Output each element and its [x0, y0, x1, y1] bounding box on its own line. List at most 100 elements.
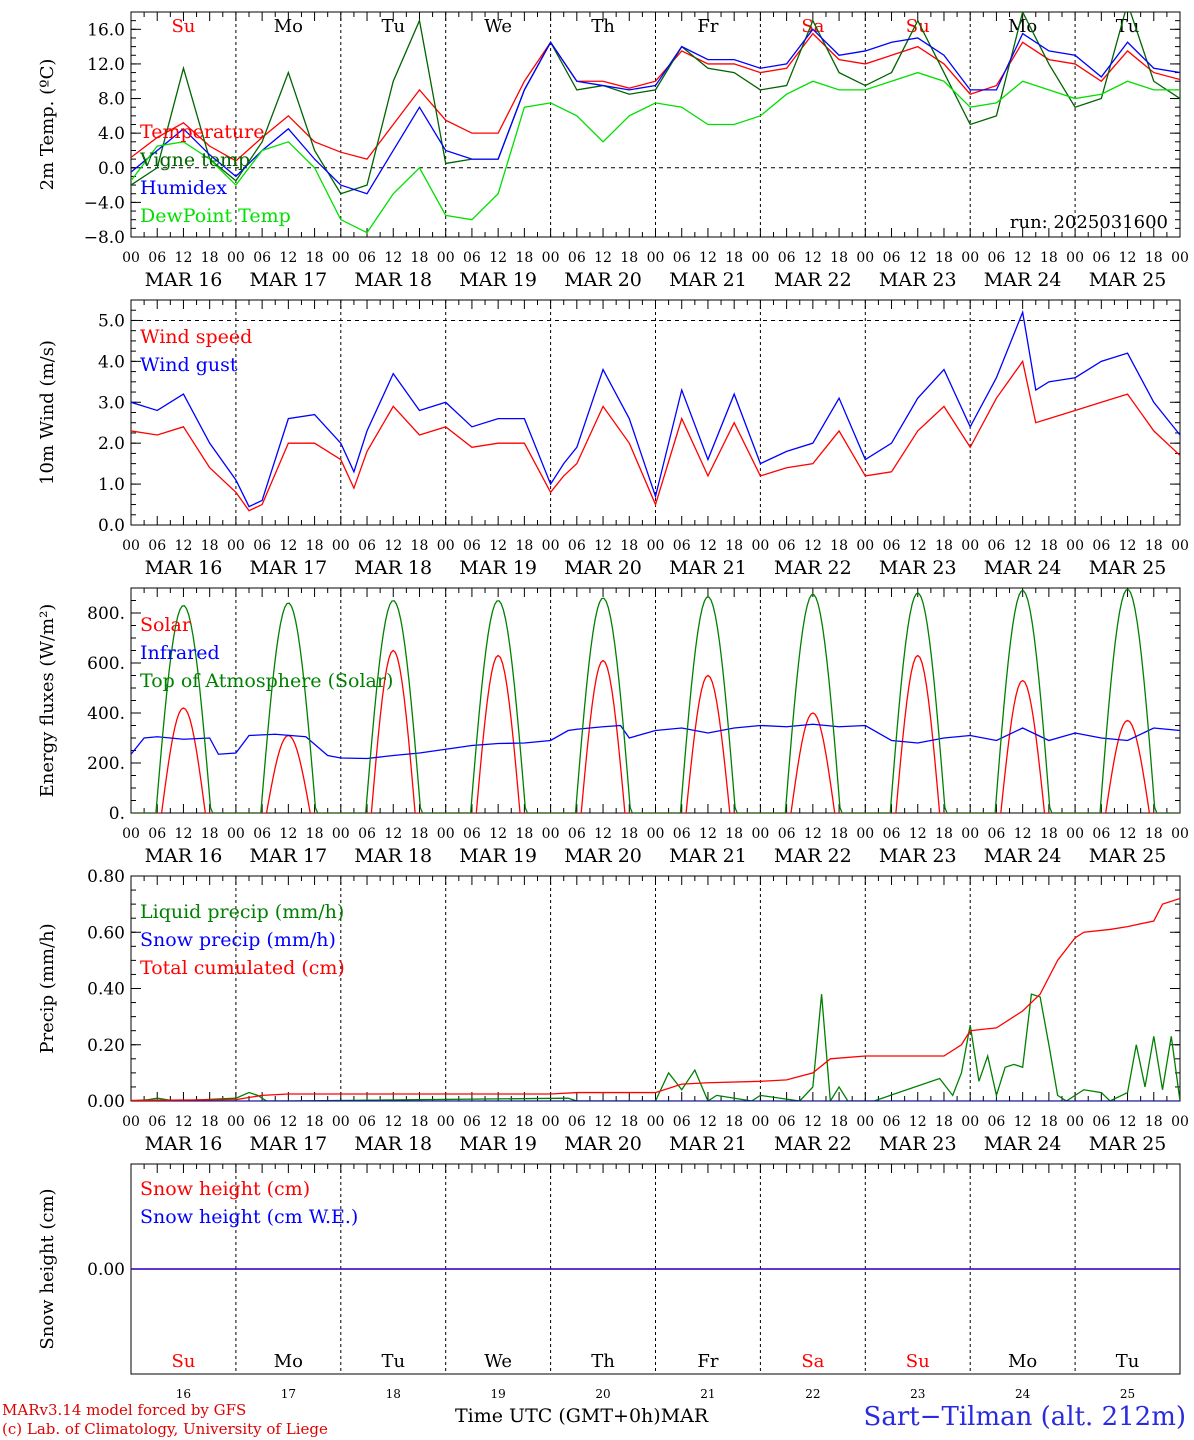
hour-label: 00 [1171, 250, 1189, 266]
hour-label: 00 [1171, 538, 1189, 554]
hour-label: 12 [909, 1114, 927, 1130]
y-axis-label: Snow height (cm) [37, 1188, 58, 1349]
meteogram: −8.0 −4.0 0.0 4.0 8.0 12.0 16.0 2m Temp. (ºC) 00… [37, 11, 1189, 1400]
date-label: MAR 20 [564, 269, 642, 291]
day-number: 19 [491, 1387, 506, 1400]
y-tick-label: 8.0 [98, 90, 125, 110]
hour-label: 00 [647, 538, 665, 554]
hour-label: 12 [909, 250, 927, 266]
hour-label: 06 [253, 538, 271, 554]
day-number: 21 [700, 1387, 715, 1400]
y-axis-label: Precip (mm/h) [37, 923, 58, 1053]
date-label: MAR 19 [459, 1133, 537, 1155]
hour-label: 12 [384, 538, 402, 554]
series-line-vigne-temp [131, 12, 1180, 195]
day-label: Mo [274, 1351, 303, 1372]
hour-label: 06 [988, 538, 1006, 554]
date-label: MAR 17 [249, 269, 327, 291]
hour-label: 00 [227, 826, 245, 842]
hour-label: 06 [463, 1114, 481, 1130]
hour-label: 00 [227, 538, 245, 554]
y-tick-label: 0.40 [87, 980, 125, 1000]
hour-label: 18 [725, 826, 743, 842]
hour-label: 00 [856, 250, 874, 266]
legend-entry: Humidex [140, 177, 227, 199]
date-label: MAR 18 [354, 269, 432, 291]
date-label: MAR 20 [564, 845, 642, 867]
hour-label: 00 [122, 826, 140, 842]
day-number: 20 [595, 1387, 610, 1400]
hour-label: 06 [883, 250, 901, 266]
model-note: MARv3.14 model forced by GFS [2, 1401, 247, 1419]
panel-2: 0.0 1.0 2.0 3.0 4.0 5.0 10m Wind (m/s) 00 06 12 18… [37, 299, 1189, 579]
credit-note: (c) Lab. of Climatology, University of L… [2, 1420, 328, 1438]
hour-label: 00 [961, 538, 979, 554]
date-label: MAR 19 [459, 269, 537, 291]
hour-label: 12 [804, 1114, 822, 1130]
hour-label: 18 [306, 826, 324, 842]
date-label: MAR 19 [459, 557, 537, 579]
hour-label: 06 [148, 826, 166, 842]
y-tick-label: 200. [87, 754, 125, 774]
day-label: Tu [381, 16, 405, 37]
hour-label: 00 [437, 538, 455, 554]
hour-label: 00 [647, 826, 665, 842]
series-line-top-of-atmosphere-solar- [131, 588, 1180, 813]
hour-label: 06 [673, 250, 691, 266]
hour-label: 00 [122, 538, 140, 554]
series-line-humidex [131, 28, 1180, 195]
hour-label: 00 [856, 1114, 874, 1130]
hour-label: 12 [384, 826, 402, 842]
hour-label: 18 [1040, 1114, 1058, 1130]
plot-frame [130, 587, 1181, 814]
hour-label: 18 [830, 538, 848, 554]
hour-label: 12 [699, 826, 717, 842]
legend-entry: DewPoint Temp [140, 205, 291, 227]
date-label: MAR 20 [564, 1133, 642, 1155]
day-label: Fr [697, 16, 718, 37]
y-tick-label: 0.60 [87, 923, 125, 943]
date-label: MAR 16 [145, 845, 223, 867]
hour-label: 06 [358, 826, 376, 842]
hour-label: 18 [830, 250, 848, 266]
hour-label: 06 [148, 1114, 166, 1130]
hour-label: 12 [1119, 538, 1137, 554]
hour-label: 12 [1014, 538, 1032, 554]
date-label: MAR 22 [774, 845, 852, 867]
hour-label: 06 [673, 826, 691, 842]
hour-label: 12 [489, 826, 507, 842]
hour-label: 12 [175, 538, 193, 554]
hour-label: 06 [148, 250, 166, 266]
hour-label: 12 [489, 538, 507, 554]
hour-label: 18 [1145, 250, 1163, 266]
y-tick-label: 5.0 [98, 311, 125, 331]
hour-label: 06 [253, 826, 271, 842]
hour-label: 18 [620, 826, 638, 842]
xaxis-label: Time UTC (GMT+0h)MAR [455, 1405, 708, 1427]
hour-label: 00 [647, 1114, 665, 1130]
hour-label: 00 [332, 250, 350, 266]
day-number: 17 [281, 1387, 296, 1400]
hour-label: 00 [437, 826, 455, 842]
hour-label: 12 [175, 826, 193, 842]
date-label: MAR 20 [564, 557, 642, 579]
y-tick-label: 0.80 [87, 867, 125, 887]
day-label: Mo [1008, 16, 1037, 37]
date-label: MAR 21 [669, 557, 747, 579]
hour-label: 06 [1092, 250, 1110, 266]
date-label: MAR 17 [249, 557, 327, 579]
y-tick-label: 4.0 [98, 352, 125, 372]
hour-label: 18 [201, 1114, 219, 1130]
hour-label: 06 [463, 538, 481, 554]
hour-label: 06 [673, 1114, 691, 1130]
series-line-infrared [131, 723, 1180, 760]
day-number: 22 [805, 1387, 820, 1400]
hour-label: 18 [515, 826, 533, 842]
hour-label: 18 [201, 826, 219, 842]
hour-label: 12 [175, 1114, 193, 1130]
legend-entry: Wind gust [140, 354, 238, 376]
hour-label: 06 [778, 1114, 796, 1130]
series-line-liquid-precip-mm-h- [131, 993, 1180, 1101]
hour-label: 00 [856, 538, 874, 554]
date-label: MAR 16 [145, 269, 223, 291]
